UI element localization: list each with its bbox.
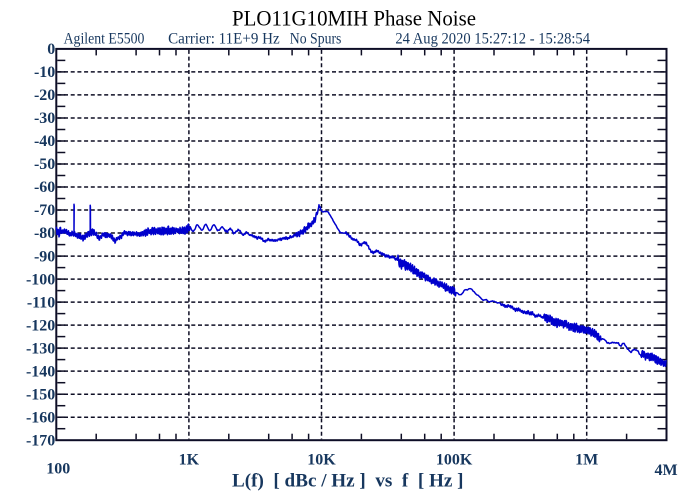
svg-text:-70: -70	[34, 202, 55, 219]
svg-text:100: 100	[46, 461, 70, 478]
svg-text:-50: -50	[34, 156, 55, 173]
svg-text:1K: 1K	[179, 452, 200, 469]
svg-text:-140: -140	[26, 363, 55, 380]
svg-text:1M: 1M	[575, 452, 598, 469]
svg-text:L(f) [ dBc / Hz ] vs f [ H: L(f) [ dBc / Hz ] vs f [ Hz ]	[232, 471, 464, 492]
svg-text:-120: -120	[26, 317, 55, 334]
svg-text:-60: -60	[34, 179, 55, 196]
svg-text:-100: -100	[26, 271, 55, 288]
svg-text:-150: -150	[26, 386, 55, 403]
svg-text:-30: -30	[34, 110, 55, 127]
svg-text:4M: 4M	[654, 462, 677, 479]
svg-text:-170: -170	[26, 432, 55, 449]
svg-text:-130: -130	[26, 340, 55, 357]
svg-text:Carrier: 11E+9 Hz: Carrier: 11E+9 Hz	[168, 31, 280, 48]
svg-text:No Spurs: No Spurs	[290, 31, 342, 48]
svg-text:0: 0	[47, 41, 55, 58]
svg-text:-90: -90	[34, 248, 55, 265]
svg-text:-160: -160	[26, 409, 55, 426]
svg-text:100K: 100K	[436, 452, 473, 469]
svg-text:-40: -40	[34, 133, 55, 150]
svg-text:-80: -80	[34, 225, 55, 242]
svg-text:-20: -20	[34, 87, 55, 104]
svg-text:24 Aug 2020 15:27:12 - 15:28:: 24 Aug 2020 15:27:12 - 15:28:54	[395, 31, 590, 48]
svg-text:PLO11G10MIH Phase Noise: PLO11G10MIH Phase Noise	[232, 6, 476, 31]
svg-text:-10: -10	[34, 64, 55, 81]
svg-text:10K: 10K	[307, 452, 336, 469]
svg-text:-110: -110	[27, 294, 55, 311]
svg-text:Agilent E5500: Agilent E5500	[64, 31, 145, 48]
